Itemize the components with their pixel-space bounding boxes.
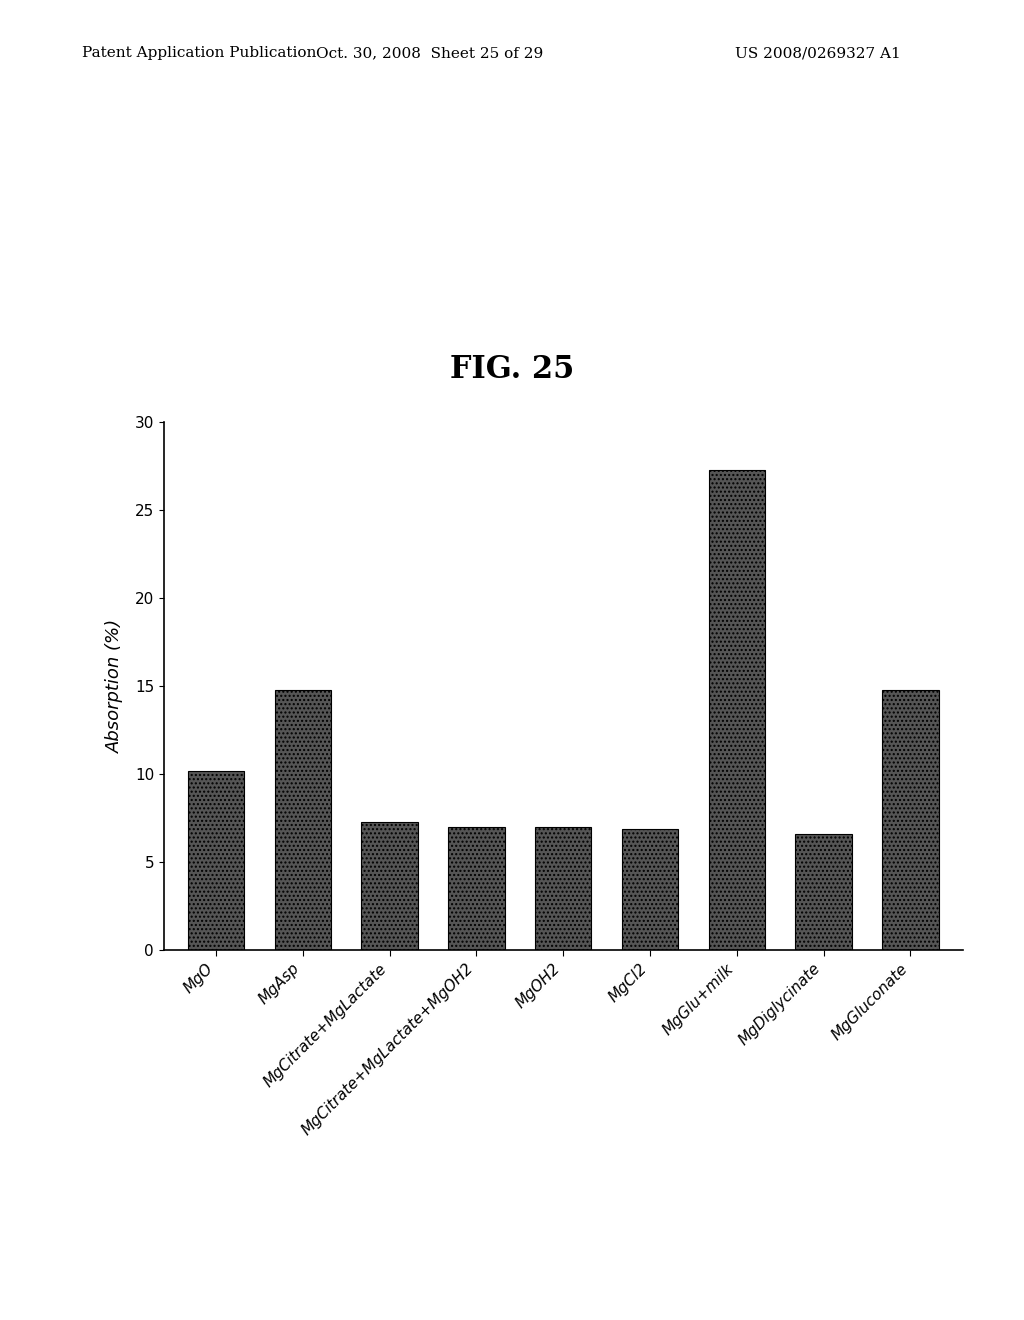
Text: Patent Application Publication: Patent Application Publication	[82, 46, 316, 61]
Text: Oct. 30, 2008  Sheet 25 of 29: Oct. 30, 2008 Sheet 25 of 29	[316, 46, 544, 61]
Bar	[622, 829, 678, 950]
Y-axis label: Absorption (%): Absorption (%)	[105, 619, 124, 754]
Text: US 2008/0269327 A1: US 2008/0269327 A1	[735, 46, 901, 61]
Text: FIG. 25: FIG. 25	[450, 354, 574, 385]
Bar	[449, 828, 505, 950]
Bar	[796, 834, 852, 950]
Bar	[361, 822, 418, 950]
Bar	[883, 690, 939, 950]
Bar	[187, 771, 244, 950]
Bar	[709, 470, 765, 950]
Bar	[535, 828, 592, 950]
Bar	[274, 690, 331, 950]
